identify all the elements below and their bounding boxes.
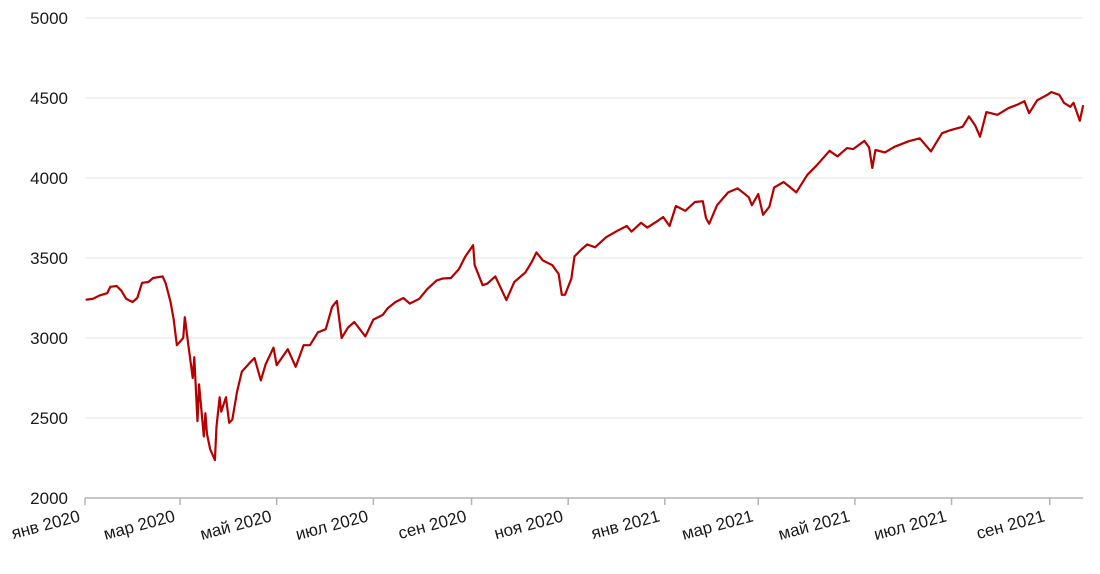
y-tick-label: 4500 bbox=[30, 89, 68, 108]
x-tick-label: сен 2021 bbox=[974, 507, 1046, 543]
x-axis: янв 2020 мар 2020 май 2020 июл 2020 сен 2020… bbox=[9, 497, 1083, 545]
x-tick-label: ноя 2020 bbox=[492, 507, 565, 544]
y-tick-label: 3000 bbox=[30, 329, 68, 348]
y-tick-label: 2000 bbox=[30, 489, 68, 508]
series-line-0 bbox=[85, 90, 1085, 462]
x-tick-label: май 2020 bbox=[198, 507, 274, 544]
x-tick-label: мар 2021 bbox=[680, 507, 756, 544]
y-tick-label: 5000 bbox=[30, 9, 68, 28]
y-axis-ticks: 2000 2500 3000 3500 4000 4500 5000 bbox=[30, 9, 68, 508]
x-tick-label: янв 2021 bbox=[589, 507, 662, 544]
x-tick-label: июл 2020 bbox=[294, 507, 371, 545]
x-tick-label: янв 2020 bbox=[9, 507, 82, 544]
x-tick-label: июл 2021 bbox=[872, 507, 949, 545]
x-tick-label: мар 2020 bbox=[102, 507, 178, 544]
x-tick-label: сен 2020 bbox=[396, 507, 468, 543]
gridlines bbox=[85, 17, 1083, 419]
y-tick-label: 2500 bbox=[30, 409, 68, 428]
series-group bbox=[85, 90, 1085, 462]
y-tick-label: 3500 bbox=[30, 249, 68, 268]
y-tick-label: 4000 bbox=[30, 169, 68, 188]
x-tick-label: май 2021 bbox=[776, 507, 852, 544]
